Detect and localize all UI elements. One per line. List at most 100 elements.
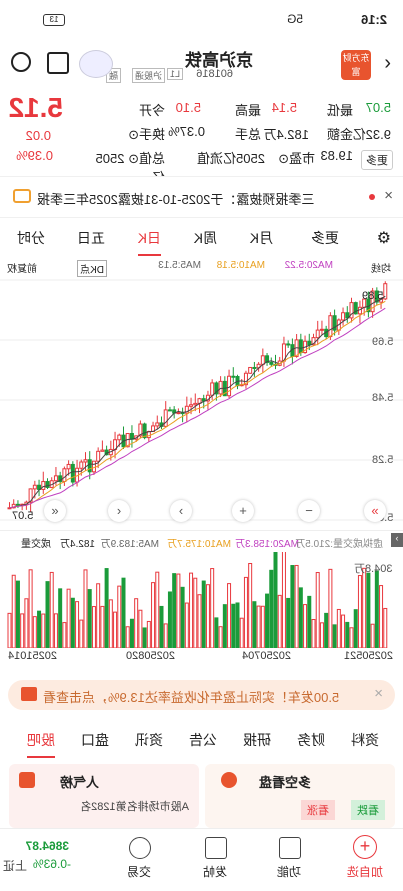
scroll-right-button[interactable]: › — [108, 500, 130, 522]
jump-end-button[interactable]: » — [44, 500, 66, 522]
notice-text: 三季报预披露：于2025-10-31披露2025年三季报 — [37, 192, 315, 207]
volume-bar — [142, 627, 147, 648]
candle — [184, 405, 189, 414]
price-change: 0.02 — [25, 128, 51, 143]
volume-bar — [121, 577, 126, 648]
feature-cards: 人气榜 A股市场排名第1282名 多空看盘 看涨 看跌 — [0, 760, 403, 828]
function-button[interactable]: 功能 — [276, 865, 301, 879]
tab-monthly-k[interactable]: 月K — [249, 230, 273, 246]
volume-value: 182.4万 — [59, 539, 95, 550]
volume-bar — [362, 567, 367, 648]
volume-bar — [336, 608, 341, 648]
volume-bar — [79, 619, 84, 648]
tab-orderbook[interactable]: 盘口 — [81, 732, 109, 748]
tab-profile[interactable]: 资料 — [351, 732, 379, 748]
volume-bar — [58, 588, 63, 648]
volume-bar — [96, 583, 101, 648]
volume-bar — [374, 570, 379, 648]
candle — [45, 481, 50, 488]
volume-bar — [218, 626, 223, 648]
volume-bar — [252, 601, 257, 648]
tab-timeshare[interactable]: 分时 — [17, 230, 45, 246]
volume-bar — [83, 569, 88, 648]
candle — [58, 475, 63, 482]
post-icon[interactable] — [205, 837, 227, 859]
volume-bar — [277, 594, 282, 648]
volume-bar — [303, 604, 308, 648]
tab-announcements[interactable]: 公告 — [189, 732, 217, 748]
candle — [269, 361, 274, 365]
tab-weekly-k[interactable]: 周K — [193, 230, 217, 246]
volume-bar — [53, 613, 58, 648]
volume-bar — [24, 598, 29, 648]
date-4: 20250521 — [344, 650, 393, 662]
tab-five-day[interactable]: 五日 — [77, 230, 105, 246]
trade-icon[interactable] — [129, 837, 151, 859]
bull-button[interactable]: 看涨 — [301, 800, 335, 820]
dk-point-toggle[interactable]: DK点 — [77, 260, 107, 277]
scroll-left-button[interactable]: ‹ — [170, 500, 192, 522]
candle — [15, 503, 20, 506]
date-1: 20251014 — [8, 650, 57, 662]
volume-bar — [248, 563, 253, 648]
volume-bar — [328, 568, 333, 648]
more-button[interactable]: 更多 — [361, 150, 393, 170]
candle — [32, 484, 37, 490]
volume-bar — [298, 587, 303, 648]
kline-chart[interactable] — [0, 278, 403, 528]
horn-icon — [21, 687, 37, 701]
ma-selector[interactable]: 均线 — [371, 264, 391, 275]
candle — [53, 475, 58, 482]
popularity-card[interactable]: 人气榜 A股市场排名第1282名 — [9, 764, 199, 828]
gear-icon[interactable]: ⚙ — [376, 230, 391, 247]
last-price: 5.12 — [8, 92, 64, 123]
candle — [189, 404, 194, 407]
restore-label[interactable]: 前复权 — [7, 264, 37, 275]
volume-bar — [311, 619, 316, 648]
trade-button[interactable]: 交易 — [126, 865, 151, 879]
zoom-in-button[interactable]: + — [232, 500, 254, 522]
notice-bar[interactable]: 三季报预披露：于2025-10-31披露2025年三季报 × — [0, 176, 403, 218]
volume-bar — [370, 623, 375, 648]
search-icon[interactable] — [11, 52, 31, 72]
back-icon[interactable]: ‹ — [384, 52, 391, 74]
function-icon[interactable] — [279, 837, 301, 859]
share-icon[interactable] — [47, 52, 69, 74]
volume-bar — [163, 623, 168, 648]
mascot-avatar[interactable] — [79, 50, 113, 78]
candle — [345, 312, 350, 319]
volume-bar — [37, 610, 42, 648]
open-label: 今开 — [138, 103, 165, 118]
banner-close-icon[interactable]: × — [374, 685, 383, 702]
tab-financials[interactable]: 财务 — [297, 732, 325, 748]
candle — [11, 503, 16, 509]
low-label: 最低 — [326, 103, 353, 118]
collapse-icon[interactable]: › — [391, 533, 403, 547]
bear-button[interactable]: 看跌 — [351, 800, 385, 820]
candle — [370, 290, 375, 313]
tab-daily-k[interactable]: 日K — [137, 230, 161, 246]
candle — [319, 328, 324, 331]
zoom-out-button[interactable]: − — [298, 500, 320, 522]
promo-banner[interactable]: 5.00发车！实际止盈年化收益率达13.9%，点击查看 × — [8, 680, 395, 710]
volume-bar — [129, 618, 134, 648]
volume-bar — [41, 613, 46, 648]
tab-forum[interactable]: 股吧 — [27, 732, 55, 748]
candle — [201, 398, 206, 402]
volume-bar — [265, 593, 270, 648]
volume-bar — [7, 612, 12, 648]
tab-news[interactable]: 资讯 — [135, 732, 163, 748]
long-short-card[interactable]: 多空看盘 看涨 看跌 — [205, 764, 395, 828]
tab-more[interactable]: 更多 — [311, 230, 339, 246]
candle — [87, 459, 92, 473]
volume-max: 304.8万 — [354, 563, 393, 575]
close-icon[interactable]: × — [384, 187, 393, 204]
add-watchlist-button[interactable]: 加自选 — [346, 865, 383, 879]
volume-bar — [159, 605, 164, 648]
volume-selector[interactable]: 成交量 — [21, 539, 51, 550]
jump-start-button[interactable]: « — [364, 500, 386, 522]
post-button[interactable]: 发帖 — [202, 865, 227, 879]
low-value: 5.07 — [365, 100, 391, 115]
tab-research[interactable]: 研报 — [243, 732, 271, 748]
add-icon[interactable]: + — [353, 835, 377, 859]
